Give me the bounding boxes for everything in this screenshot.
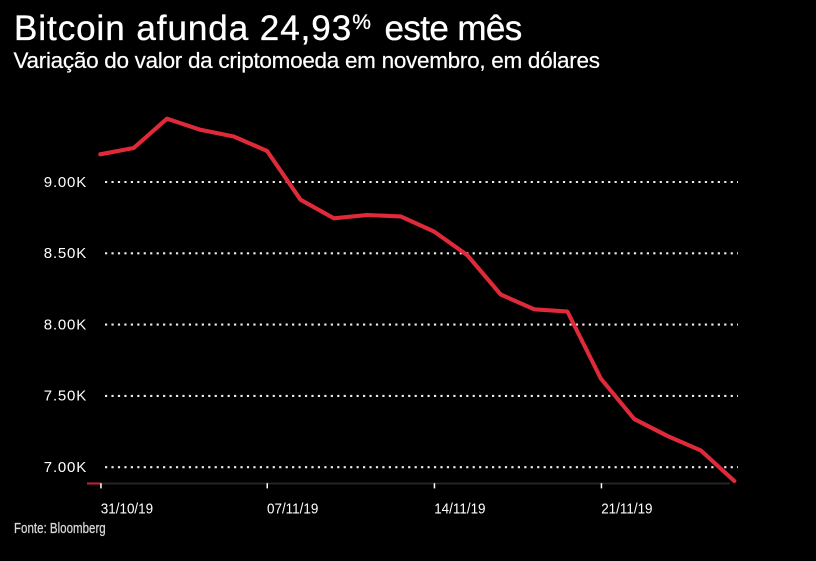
svg-text:8.50K: 8.50K xyxy=(44,245,87,262)
svg-text:31/10/19: 31/10/19 xyxy=(101,501,153,518)
svg-text:07/11/19: 07/11/19 xyxy=(267,501,318,518)
svg-text:Fonte: Bloomberg: Fonte: Bloomberg xyxy=(14,520,106,537)
svg-text:14/11/19: 14/11/19 xyxy=(434,501,485,518)
svg-text:%: % xyxy=(352,11,371,34)
svg-text:este mês: este mês xyxy=(385,9,522,48)
svg-text:9.00K: 9.00K xyxy=(44,174,87,191)
svg-text:8.00K: 8.00K xyxy=(44,316,87,333)
svg-text:7.00K: 7.00K xyxy=(44,459,87,476)
svg-text:7.50K: 7.50K xyxy=(44,388,87,405)
svg-text:21/11/19: 21/11/19 xyxy=(601,501,652,518)
svg-text:Bitcoin afunda 24,93: Bitcoin afunda 24,93 xyxy=(14,9,352,48)
svg-text:Variação do valor da criptomoe: Variação do valor da criptomoeda em nove… xyxy=(14,48,600,73)
